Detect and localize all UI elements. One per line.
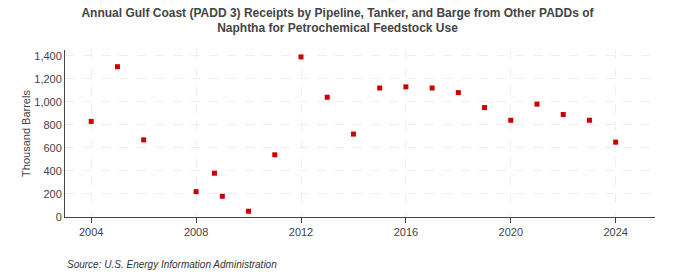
svg-text:200: 200 (43, 188, 61, 200)
svg-text:1,000: 1,000 (34, 96, 62, 108)
svg-text:2020: 2020 (499, 226, 523, 238)
svg-text:800: 800 (43, 119, 61, 131)
svg-text:0: 0 (56, 211, 62, 223)
svg-text:Thousand Barrels: Thousand Barrels (20, 90, 32, 177)
svg-text:2004: 2004 (79, 226, 103, 238)
svg-text:2008: 2008 (184, 226, 208, 238)
svg-text:2024: 2024 (603, 226, 627, 238)
svg-text:Annual Gulf Coast (PADD 3) Rec: Annual Gulf Coast (PADD 3) Receipts by P… (81, 6, 594, 36)
svg-text:600: 600 (43, 142, 61, 154)
svg-text:1,400: 1,400 (34, 50, 62, 62)
svg-text:2016: 2016 (394, 226, 418, 238)
svg-text:2012: 2012 (289, 226, 313, 238)
svg-text:1,200: 1,200 (34, 73, 62, 85)
svg-text:Source: U.S. Energy Informatio: Source: U.S. Energy Information Administ… (67, 259, 277, 270)
svg-text:400: 400 (43, 165, 61, 177)
